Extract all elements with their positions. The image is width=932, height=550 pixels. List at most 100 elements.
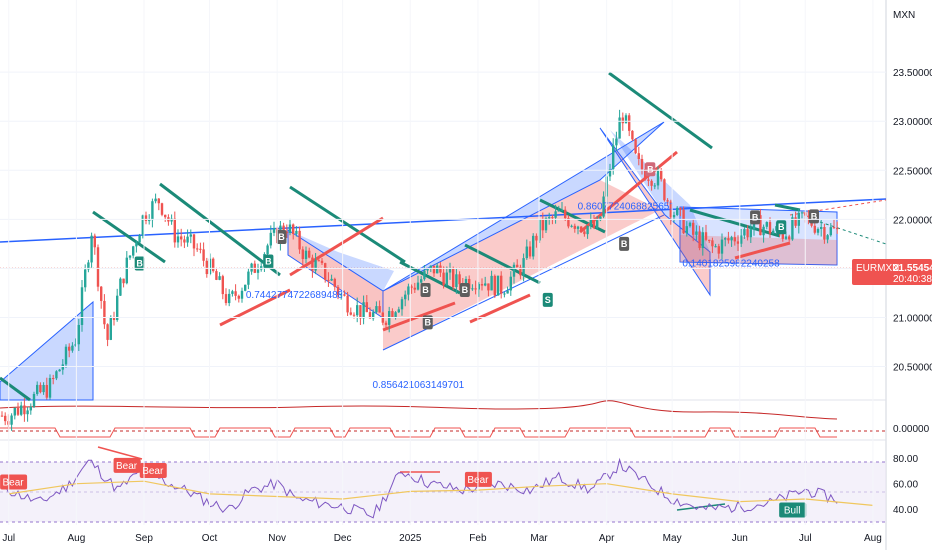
candle-body <box>93 235 96 248</box>
candle-body <box>592 219 596 229</box>
candle-body <box>503 293 506 295</box>
candle-body <box>324 263 327 280</box>
candle-body <box>218 276 221 280</box>
signal-buy[interactable]: B <box>776 220 787 235</box>
candle-body <box>250 263 253 272</box>
candle-body <box>183 239 186 243</box>
candle-body <box>711 240 714 247</box>
signal-label: B <box>621 239 628 249</box>
signal-sell[interactable]: B <box>459 283 470 298</box>
candle-body <box>423 270 426 280</box>
candle-body <box>548 217 551 219</box>
candle-body <box>55 371 58 379</box>
candle-body <box>32 393 36 407</box>
candle-body <box>682 209 685 234</box>
signal-label: B <box>462 285 469 295</box>
candle-body <box>426 268 429 271</box>
signal-label: B <box>811 211 818 221</box>
signal-buy[interactable]: B <box>134 256 145 271</box>
candle-body <box>298 230 301 250</box>
candle-body <box>688 222 692 227</box>
candle-body <box>208 258 212 275</box>
candle-body <box>695 231 698 235</box>
signal-sell[interactable]: B <box>619 236 630 251</box>
signal-sell[interactable]: B <box>420 283 431 298</box>
x-axis: Jul Aug Sep Oct Nov Dec 2025 Feb Mar Apr May Jun Jul… <box>2 0 882 544</box>
candle-body <box>180 236 183 240</box>
candle-body <box>826 235 829 240</box>
signal-sell[interactable]: B <box>808 209 819 224</box>
candle-body <box>743 229 746 236</box>
candle-body <box>164 214 167 218</box>
last-price-tag[interactable]: EURMXN 21.55454 20:40:38 <box>852 259 932 285</box>
y-tick-label: 23.00000 <box>893 117 932 128</box>
candle-body <box>349 312 352 315</box>
candle-body <box>500 275 503 294</box>
candle-body <box>727 238 730 241</box>
channel-blue-2 <box>288 230 394 291</box>
candle-body <box>221 276 224 295</box>
divergence-bull[interactable]: Bull <box>779 502 807 518</box>
x-tick-label: Dec <box>334 533 352 544</box>
candle-body <box>90 235 93 263</box>
candle-body <box>397 309 400 313</box>
candle-body <box>573 225 576 229</box>
candle-body <box>493 275 496 296</box>
candle-body <box>103 300 106 325</box>
x-tick-label: Sep <box>135 533 153 544</box>
divergence-bear[interactable]: Bear <box>0 474 28 490</box>
signal-sell[interactable]: B <box>645 162 656 177</box>
candle-body <box>77 324 80 345</box>
candle-body <box>132 246 135 256</box>
candle-body <box>631 130 634 140</box>
divergence-bear[interactable]: Bear <box>139 462 167 478</box>
candle-body <box>154 198 157 202</box>
candle-body <box>544 218 548 231</box>
signal-buy[interactable]: S <box>542 292 553 307</box>
candle-body <box>458 274 461 285</box>
candle-body <box>288 224 292 234</box>
signal-label: S <box>545 295 551 305</box>
candle-body <box>228 293 231 304</box>
signal-label: B <box>647 164 654 174</box>
candle-body <box>816 228 820 233</box>
candle-body <box>116 295 119 320</box>
candle-body <box>794 217 797 226</box>
candle-body <box>4 415 7 422</box>
candle-body <box>112 317 116 320</box>
candle-body <box>720 239 724 254</box>
signal-sell[interactable]: B <box>422 315 433 330</box>
signal-sell[interactable]: B <box>750 210 761 225</box>
candle-body <box>685 226 688 234</box>
red-lines <box>219 150 791 332</box>
candle-body <box>106 324 109 340</box>
signal-label: B <box>278 232 285 242</box>
candle-body <box>733 237 736 242</box>
candle-body <box>189 234 192 237</box>
candle-body <box>634 139 637 154</box>
candle-body <box>215 271 218 280</box>
candle-body <box>583 231 586 235</box>
signal-label: B <box>136 259 143 269</box>
y-tick-label: 23.50000 <box>893 68 932 79</box>
fib-ratio-label: 0.7442774722689488 <box>246 290 344 301</box>
candle-body <box>317 260 320 262</box>
candle-body <box>660 170 663 180</box>
candle-body <box>576 226 580 229</box>
divergence-bear[interactable]: Bear <box>113 457 141 473</box>
signal-sell[interactable]: B <box>276 230 287 245</box>
rsi-ma-line <box>8 480 873 506</box>
candle-body <box>829 227 832 236</box>
candle-body <box>637 153 640 160</box>
symbol-label: EURMXN <box>856 263 899 274</box>
candle-body <box>522 258 525 276</box>
candle-body <box>122 278 125 284</box>
candle-body <box>618 117 621 139</box>
candle-body <box>717 246 720 254</box>
candle-body <box>554 211 557 218</box>
candle-body <box>653 185 656 187</box>
bear-divergence-line-1 <box>97 446 143 460</box>
candle-body <box>471 288 474 290</box>
signal-buy[interactable]: B <box>263 254 274 269</box>
